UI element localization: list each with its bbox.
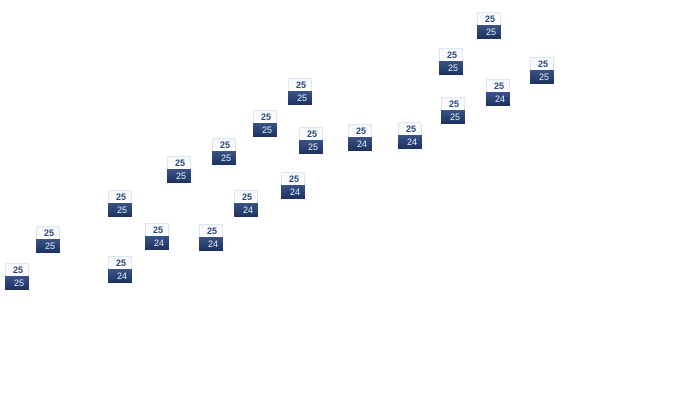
tile-top-value: 25 (36, 226, 60, 239)
tile-bottom-value: 25 (212, 151, 236, 165)
value-tile[interactable]: 25 25 (212, 138, 236, 165)
tile-top-value: 25 (212, 138, 236, 151)
tile-top-value: 25 (234, 190, 258, 203)
tile-bottom-value: 25 (530, 70, 554, 84)
value-tile[interactable]: 25 25 (441, 97, 465, 124)
tile-top-value: 25 (441, 97, 465, 110)
value-tile[interactable]: 25 25 (108, 190, 132, 217)
tile-top-value: 25 (167, 156, 191, 169)
value-tile[interactable]: 25 25 (299, 127, 323, 154)
tile-top-value: 25 (281, 172, 305, 185)
tile-top-value: 25 (108, 256, 132, 269)
tile-top-value: 25 (299, 127, 323, 140)
value-tile[interactable]: 25 25 (288, 78, 312, 105)
tile-bottom-value: 25 (108, 203, 132, 217)
value-tile[interactable]: 25 24 (398, 122, 422, 149)
value-tile[interactable]: 25 25 (167, 156, 191, 183)
tile-bottom-value: 24 (108, 269, 132, 283)
tile-top-value: 25 (108, 190, 132, 203)
tile-bottom-value: 25 (439, 61, 463, 75)
value-tile[interactable]: 25 25 (5, 263, 29, 290)
value-tile[interactable]: 25 24 (145, 223, 169, 250)
tile-top-value: 25 (145, 223, 169, 236)
tile-top-value: 25 (439, 48, 463, 61)
tile-bottom-value: 24 (199, 237, 223, 251)
tile-bottom-value: 24 (348, 137, 372, 151)
tile-bottom-value: 24 (234, 203, 258, 217)
tile-top-value: 25 (288, 78, 312, 91)
value-tile[interactable]: 25 25 (477, 12, 501, 39)
tile-top-value: 25 (477, 12, 501, 25)
tile-bottom-value: 25 (441, 110, 465, 124)
value-tile[interactable]: 25 24 (108, 256, 132, 283)
tile-bottom-value: 25 (167, 169, 191, 183)
tile-top-value: 25 (398, 122, 422, 135)
value-tile[interactable]: 25 25 (253, 110, 277, 137)
value-tile[interactable]: 25 24 (486, 79, 510, 106)
tile-bottom-value: 25 (299, 140, 323, 154)
tile-top-value: 25 (486, 79, 510, 92)
value-tile[interactable]: 25 25 (36, 226, 60, 253)
tile-top-value: 25 (199, 224, 223, 237)
value-tile[interactable]: 25 24 (281, 172, 305, 199)
value-tile[interactable]: 25 24 (199, 224, 223, 251)
tile-bottom-value: 24 (281, 185, 305, 199)
value-tile[interactable]: 25 24 (348, 124, 372, 151)
tile-top-value: 25 (253, 110, 277, 123)
tile-bottom-value: 24 (486, 92, 510, 106)
tile-top-value: 25 (5, 263, 29, 276)
tile-bottom-value: 25 (36, 239, 60, 253)
value-tile[interactable]: 25 24 (234, 190, 258, 217)
tile-bottom-value: 25 (477, 25, 501, 39)
value-tile[interactable]: 25 25 (530, 57, 554, 84)
tile-bottom-value: 25 (5, 276, 29, 290)
value-tile[interactable]: 25 25 (439, 48, 463, 75)
tile-bottom-value: 25 (288, 91, 312, 105)
tile-top-value: 25 (530, 57, 554, 70)
tile-top-value: 25 (348, 124, 372, 137)
tile-bottom-value: 24 (145, 236, 169, 250)
tile-bottom-value: 25 (253, 123, 277, 137)
tile-bottom-value: 24 (398, 135, 422, 149)
